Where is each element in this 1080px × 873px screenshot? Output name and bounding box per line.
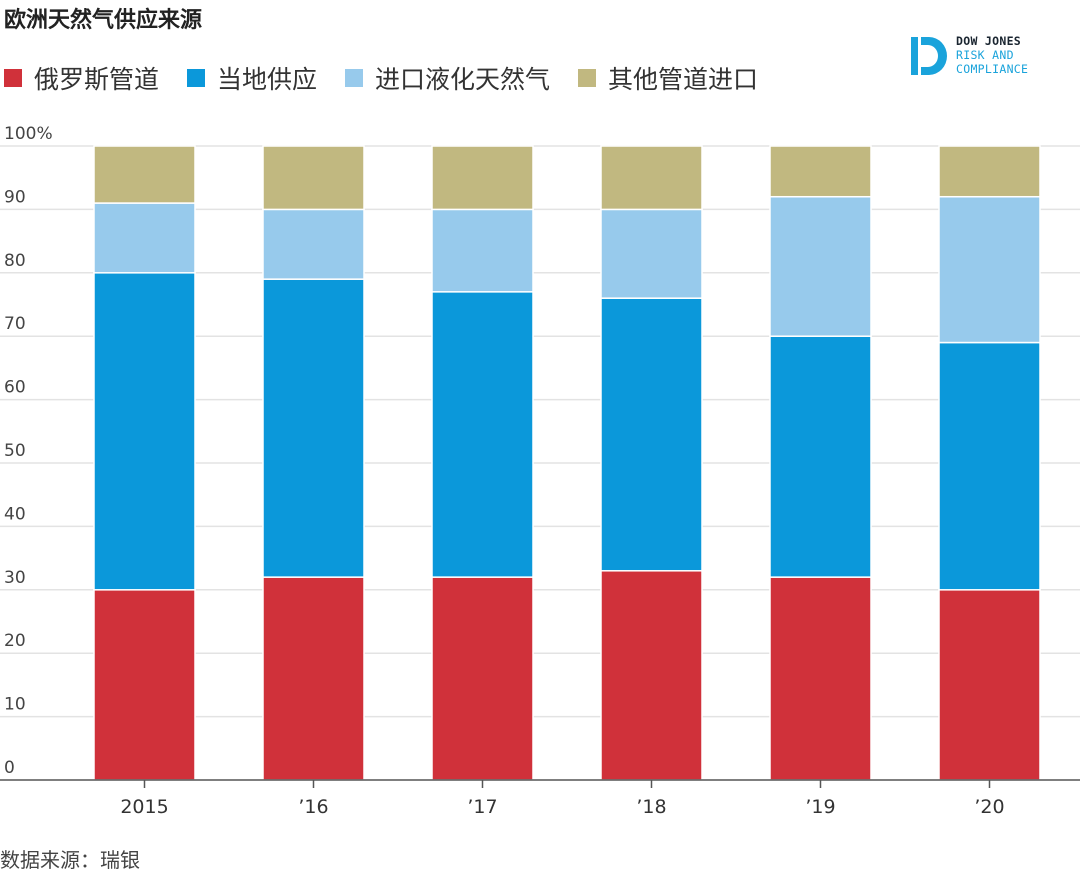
brand-line-2: RISK AND (956, 48, 1014, 62)
y-tick-label-40: 40 (4, 504, 26, 524)
bars (93, 145, 1041, 781)
bar-segment-4-series-0 (769, 576, 872, 781)
bar-segment-5-series-3 (938, 145, 1041, 198)
legend-item-other-pipeline: 其他管道进口 (578, 60, 758, 96)
chart-title: 欧洲天然气供应来源 (4, 8, 203, 33)
bar-segment-2-series-2 (431, 208, 534, 293)
bar-segment-0-series-0 (93, 589, 196, 781)
y-tick-label-50: 50 (4, 441, 26, 461)
legend-label-local-supply: 当地供应 (217, 65, 318, 94)
x-tick-label-2: ’17 (467, 796, 497, 818)
legend: 俄罗斯管道 当地供应 进口液化天然气 其他管道进口 (4, 60, 786, 96)
y-tick-label-0: 0 (4, 758, 15, 778)
legend-swatch-local-supply (187, 69, 206, 87)
legend-label-russia-pipeline: 俄罗斯管道 (34, 65, 160, 94)
bar-segment-5-series-2 (938, 195, 1041, 344)
brand-line-3: COMPLIANCE (956, 62, 1029, 76)
brand-line-1: DOW JONES (956, 34, 1022, 48)
bar-segment-3-series-1 (600, 297, 703, 572)
legend-swatch-lng-imports (345, 69, 364, 87)
x-tick-label-5: ’20 (974, 796, 1004, 818)
y-tick-label-100: 100% (4, 124, 53, 144)
y-tick-label-30: 30 (4, 568, 26, 588)
bar-segment-4-series-2 (769, 195, 872, 337)
x-tick-label-3: ’18 (636, 796, 666, 818)
bar-segment-1-series-2 (262, 208, 365, 280)
x-tick-label-0: 2015 (120, 796, 168, 818)
legend-swatch-russia-pipeline (4, 69, 22, 87)
source-note: 数据来源：瑞银 (0, 848, 140, 872)
bar-segment-1-series-3 (262, 145, 365, 211)
y-tick-label-90: 90 (4, 187, 26, 207)
bar-segment-2-series-3 (431, 145, 534, 211)
bar-segment-4-series-1 (769, 335, 872, 578)
legend-label-other-pipeline: 其他管道进口 (608, 65, 759, 94)
dow-jones-d-logo-icon (911, 37, 947, 75)
bar-segment-3-series-0 (600, 570, 703, 781)
bar-segment-4-series-3 (769, 145, 872, 198)
x-tick-label-1: ’16 (298, 796, 328, 818)
bar-segment-3-series-2 (600, 208, 703, 299)
bar-segment-1-series-1 (262, 278, 365, 578)
dow-jones-brand: DOW JONES RISK AND COMPLIANCE (910, 34, 1070, 84)
bar-segment-5-series-0 (938, 589, 1041, 781)
bar-segment-1-series-0 (262, 576, 365, 781)
bar-segment-5-series-1 (938, 341, 1041, 591)
legend-item-russia-pipeline: 俄罗斯管道 (4, 60, 159, 96)
stacked-bar-chart: 0 10 20 30 40 50 60 70 80 90 100% 2015 ’16 ’17 ’18 ’19… (0, 124, 1080, 818)
legend-label-lng-imports: 进口液化天然气 (375, 65, 551, 94)
legend-item-lng-imports: 进口液化天然气 (345, 60, 550, 96)
legend-item-local-supply: 当地供应 (187, 60, 317, 96)
legend-swatch-other-pipeline (578, 69, 597, 87)
bar-segment-0-series-2 (93, 202, 196, 274)
bar-segment-0-series-1 (93, 272, 196, 591)
y-axis-ticks: 0 10 20 30 40 50 60 70 80 90 100% (4, 124, 53, 778)
bar-segment-0-series-3 (93, 145, 196, 204)
y-tick-label-20: 20 (4, 631, 26, 651)
brand-text: DOW JONES RISK AND COMPLIANCE (956, 34, 1028, 76)
bar-segment-2-series-0 (431, 576, 534, 781)
y-tick-label-70: 70 (4, 314, 26, 334)
bar-segment-2-series-1 (431, 291, 534, 578)
y-tick-label-10: 10 (4, 695, 26, 715)
y-tick-label-60: 60 (4, 378, 26, 398)
y-tick-label-80: 80 (4, 251, 26, 271)
x-axis-ticks: 2015 ’16 ’17 ’18 ’19 ’20 (120, 780, 1005, 818)
x-tick-label-4: ’19 (805, 796, 835, 818)
bar-segment-3-series-3 (600, 145, 703, 211)
